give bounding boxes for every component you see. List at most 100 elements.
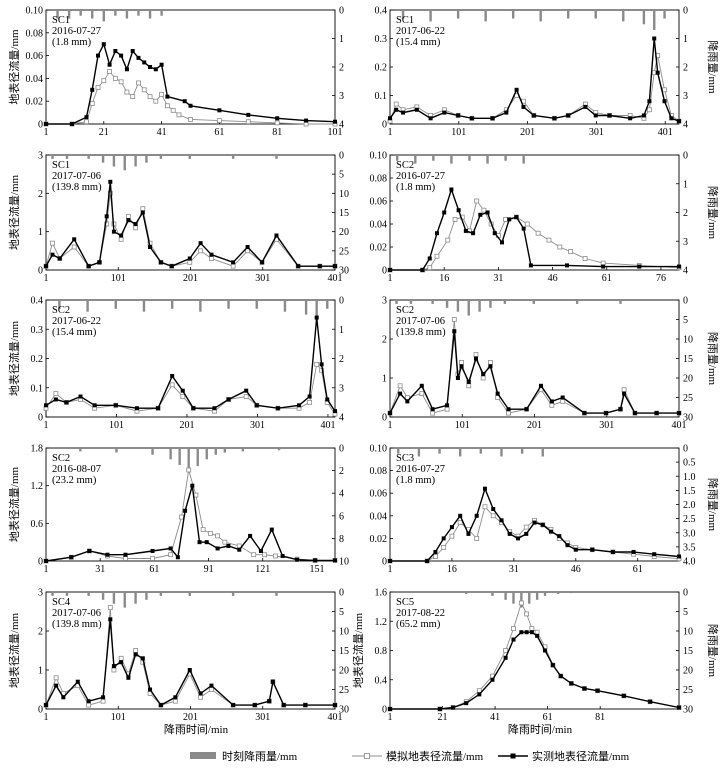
y2-axis-label: 降雨量/mm xyxy=(706,40,720,94)
observed-runoff-point xyxy=(388,707,392,711)
panel-plot: SC2 xyxy=(52,305,70,316)
observed-runoff-point xyxy=(535,633,540,638)
panel-date: 2017-06-22 xyxy=(396,26,445,37)
rain-bar xyxy=(223,448,227,453)
x-tick-label: 91 xyxy=(204,564,214,575)
rain-bar xyxy=(528,592,531,604)
y2-tick-label: 4 xyxy=(339,413,344,424)
rain-bar xyxy=(432,155,435,161)
simulated-runoff-point xyxy=(449,533,455,539)
x-tick-label: 201 xyxy=(179,420,194,431)
observed-runoff-point xyxy=(495,391,500,396)
observed-runoff-point xyxy=(565,543,570,548)
x-tick-label: 1 xyxy=(44,420,49,431)
rain-bar xyxy=(622,10,625,22)
y2-tick-label: 3 xyxy=(339,383,344,394)
simulated-runoff-point xyxy=(529,626,535,631)
observed-runoff-point xyxy=(662,99,667,104)
simulated-runoff-point xyxy=(107,605,113,610)
chart-panel-10: 1 21 41 61 81 0 0.4 0.8 1.2 1.6 0 5 10 15 20 25 30 SC5201… xyxy=(351,588,720,724)
y2-tick-label: 20 xyxy=(683,374,693,385)
x-tick-label: 76 xyxy=(656,273,666,284)
simulated-runoff-point xyxy=(112,76,118,81)
y2-axis-label: 降雨量/mm xyxy=(706,332,720,386)
legend: 时刻降雨量/mm 模拟地表径流量/mm 实测地表径流量/mm xyxy=(190,749,630,763)
rain-bar xyxy=(65,592,69,596)
simulated-runoff-point xyxy=(506,410,511,416)
legend-sim-marker xyxy=(364,753,370,759)
observed-runoff-point xyxy=(215,546,220,551)
simulated-runoff-point xyxy=(473,352,479,358)
observed-runoff-point xyxy=(173,695,178,700)
rain-bar xyxy=(87,155,90,159)
observed-runoff-point xyxy=(641,113,646,118)
observed-runoff-point xyxy=(188,103,193,108)
observed-runoff-point xyxy=(182,99,187,104)
simulated-runoff-point xyxy=(207,530,213,536)
observed-runoff-point xyxy=(601,264,606,269)
observed-runoff-point xyxy=(677,411,681,416)
observed-runoff-point xyxy=(565,263,570,268)
y2-tick-label: 1.5 xyxy=(683,486,696,497)
panel-plot: SC5 xyxy=(396,597,414,608)
rain-bar xyxy=(401,10,405,19)
simulated-runoff-point xyxy=(153,98,159,104)
x-tick-label: 61 xyxy=(633,564,643,575)
y-tick-label: 2 xyxy=(382,335,387,346)
simulated-runoff-point xyxy=(222,539,228,545)
observed-runoff-point xyxy=(441,536,446,541)
observed-runoff-point xyxy=(388,116,392,121)
x-axis-label-right: 降雨时间/min xyxy=(508,722,573,736)
y-tick-label: 1.2 xyxy=(31,481,44,492)
x-tick-label: 1 xyxy=(388,420,393,431)
y2-tick-label: 30 xyxy=(683,413,693,424)
y2-tick-label: 4 xyxy=(683,266,688,277)
observed-runoff-point xyxy=(528,263,533,268)
observed-runoff-point xyxy=(401,110,406,115)
observed-runoff-point xyxy=(183,508,188,513)
simulated-runoff-point xyxy=(95,85,101,90)
x-tick-label: 301 xyxy=(589,127,604,138)
rain-bar xyxy=(409,300,413,304)
observed-runoff-point xyxy=(297,403,302,408)
x-tick-label: 21 xyxy=(99,127,109,138)
x-tick-label: 1 xyxy=(388,127,393,138)
simulated-runoff-point xyxy=(503,216,509,222)
observed-runoff-point xyxy=(464,701,469,706)
y-tick-label: 0 xyxy=(38,120,43,131)
simulated-runoff-point xyxy=(524,611,530,617)
observed-runoff-point xyxy=(124,67,129,72)
x-tick-label: 31 xyxy=(95,564,105,575)
observed-runoff-point xyxy=(101,42,106,47)
y-tick-label: 3 xyxy=(38,588,43,599)
observed-runoff-point xyxy=(92,403,97,408)
simulated-runoff-point xyxy=(141,87,147,93)
y-tick-label: 0.4 xyxy=(375,675,388,686)
observed-runoff-point xyxy=(319,362,324,367)
observed-runoff-point xyxy=(246,112,251,117)
observed-runoff-point xyxy=(549,399,554,404)
simulated-runoff-point xyxy=(474,536,480,541)
observed-runoff-point xyxy=(198,241,203,246)
panel-plot: SC1 xyxy=(52,15,70,26)
simulated-runoff-point xyxy=(147,94,153,100)
y2-tick-label: 15 xyxy=(339,208,349,219)
observed-runoff-point xyxy=(652,552,657,557)
observed-runoff-point xyxy=(333,119,337,124)
observed-runoff-point xyxy=(652,36,657,41)
observed-runoff-point xyxy=(445,403,450,408)
rain-bar xyxy=(535,592,539,600)
y2-tick-label: 0 xyxy=(683,296,688,307)
panel-date: 2016-07-27 xyxy=(52,26,101,37)
rain-bar xyxy=(500,448,503,457)
observed-runoff-point xyxy=(427,256,432,261)
x-tick-label: 1 xyxy=(388,564,393,575)
simulated-runoff-point xyxy=(187,259,193,265)
observed-runoff-point xyxy=(531,113,536,118)
observed-runoff-point xyxy=(130,49,135,54)
simulated-runoff-point xyxy=(123,556,128,561)
y2-tick-label: 25 xyxy=(339,685,349,696)
y-tick-label: 0 xyxy=(382,705,387,716)
rain-bar xyxy=(114,10,117,16)
